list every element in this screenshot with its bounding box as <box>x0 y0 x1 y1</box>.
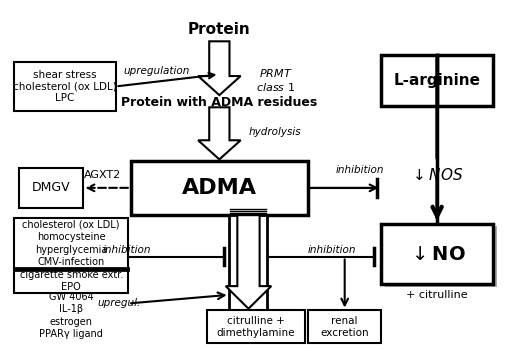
Text: Protein: Protein <box>188 22 251 37</box>
Text: $\it{PRMT}$
$\it{class\ 1}$: $\it{PRMT}$ $\it{class\ 1}$ <box>256 66 296 92</box>
FancyBboxPatch shape <box>386 226 497 287</box>
Text: upregulation: upregulation <box>124 66 190 76</box>
Text: L-arginine: L-arginine <box>393 73 481 88</box>
Polygon shape <box>198 41 240 95</box>
FancyBboxPatch shape <box>230 215 267 312</box>
FancyBboxPatch shape <box>382 224 493 284</box>
Text: AGXT2: AGXT2 <box>84 170 121 180</box>
FancyBboxPatch shape <box>382 55 493 106</box>
Text: D
D
A
H: D D A H <box>242 231 254 296</box>
FancyBboxPatch shape <box>308 310 382 343</box>
Text: DMGV: DMGV <box>32 181 70 194</box>
Text: cholesterol (ox LDL)
homocysteine
hyperglycemia
CMV-infection
cigarette smoke ex: cholesterol (ox LDL) homocysteine hyperg… <box>20 220 123 292</box>
Text: ADMA: ADMA <box>182 178 257 198</box>
Text: citrulline +
dimethylamine: citrulline + dimethylamine <box>217 316 295 337</box>
Text: $\downarrow$$\it{NOS}$: $\downarrow$$\it{NOS}$ <box>410 167 464 183</box>
Text: upregul.: upregul. <box>98 299 141 308</box>
Text: inhibition: inhibition <box>102 245 151 255</box>
Polygon shape <box>198 107 240 159</box>
FancyBboxPatch shape <box>131 161 308 215</box>
Text: hydrolysis: hydrolysis <box>248 127 301 136</box>
FancyBboxPatch shape <box>19 168 83 208</box>
Polygon shape <box>226 215 271 309</box>
FancyBboxPatch shape <box>207 310 306 343</box>
Text: + citrulline: + citrulline <box>406 290 468 300</box>
Text: Protein with ADMA residues: Protein with ADMA residues <box>121 96 317 108</box>
Text: inhibition: inhibition <box>336 165 384 175</box>
Text: inhibition: inhibition <box>308 245 357 255</box>
Text: $\downarrow$NO: $\downarrow$NO <box>408 245 466 264</box>
FancyBboxPatch shape <box>14 218 128 293</box>
Text: renal
excretion: renal excretion <box>321 316 369 337</box>
Text: shear stress
cholesterol (ox LDL)
LPC: shear stress cholesterol (ox LDL) LPC <box>13 70 117 103</box>
FancyBboxPatch shape <box>14 62 115 111</box>
Text: GW 4064
IL-1β
estrogen
PPARγ ligand: GW 4064 IL-1β estrogen PPARγ ligand <box>39 292 103 339</box>
